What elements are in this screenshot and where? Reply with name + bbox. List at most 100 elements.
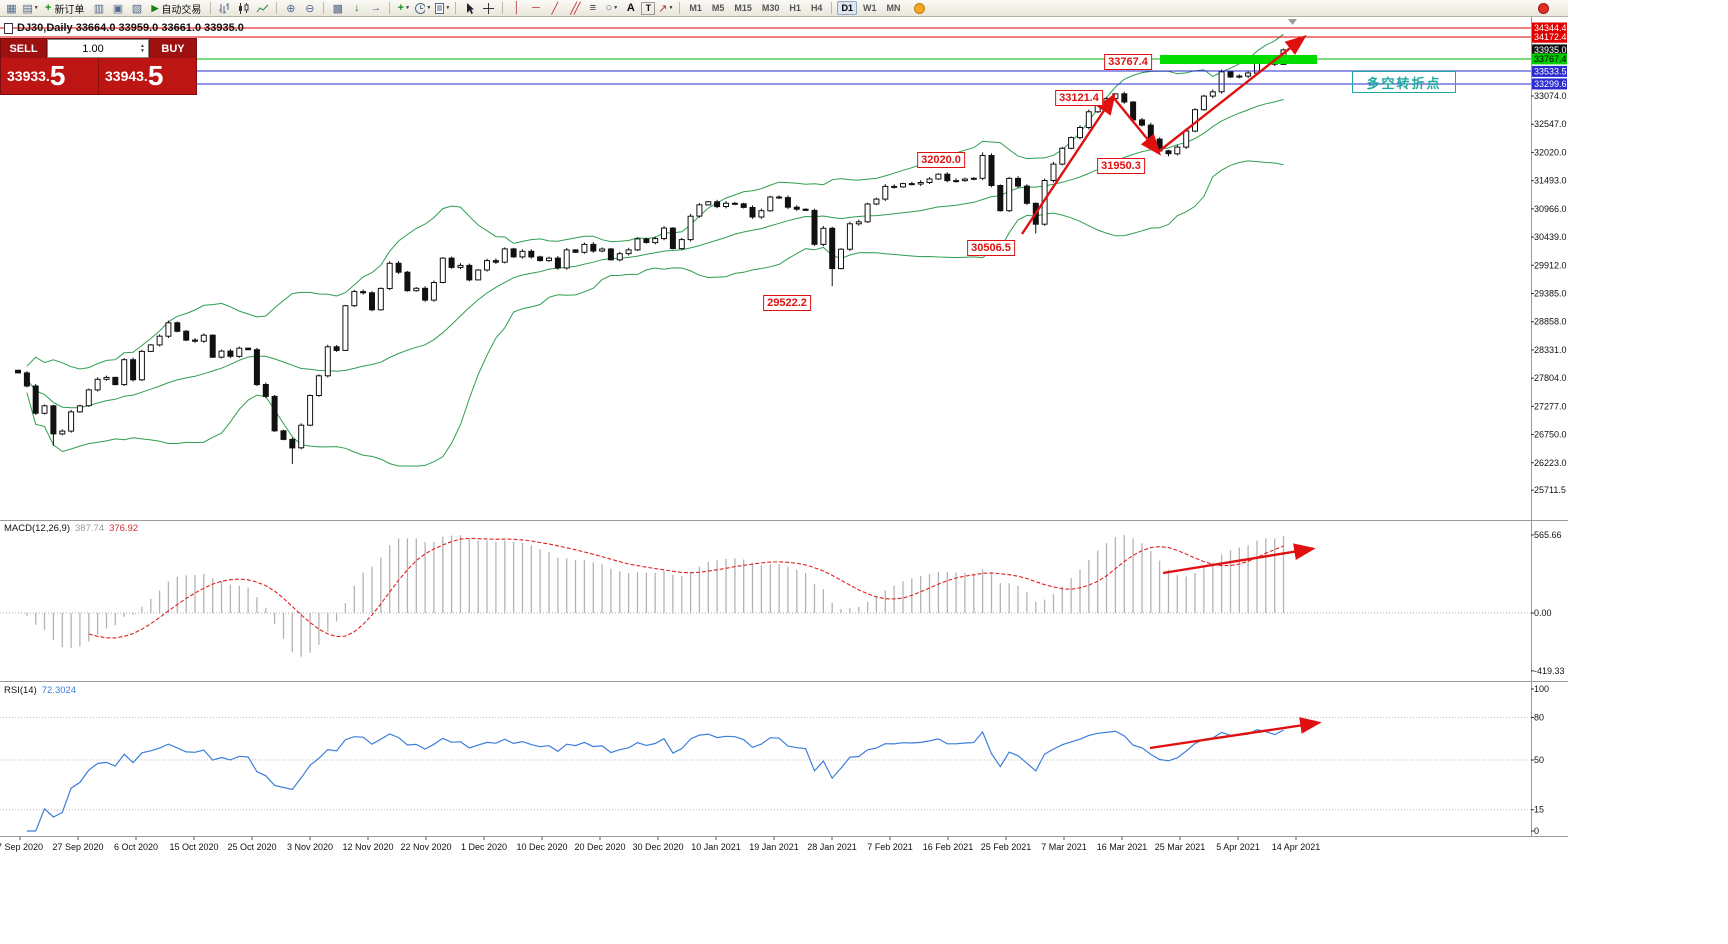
trendline-icon[interactable]: ╱ bbox=[551, 2, 559, 15]
svg-text:565.66: 565.66 bbox=[1534, 530, 1562, 540]
timeframe-m30[interactable]: M30 bbox=[761, 3, 780, 13]
chart-shift-icon[interactable]: → bbox=[370, 2, 382, 14]
label-tool-icon[interactable]: T bbox=[641, 1, 656, 15]
svg-text:29912.0: 29912.0 bbox=[1534, 260, 1567, 270]
svg-text:15: 15 bbox=[1534, 805, 1544, 815]
indicators-icon[interactable]: + ▼ bbox=[397, 2, 411, 14]
periods-icon[interactable]: ▼ bbox=[414, 1, 431, 15]
svg-text:25 Feb 2021: 25 Feb 2021 bbox=[981, 842, 1032, 852]
buy-button[interactable]: 33943. 5 bbox=[99, 58, 196, 94]
horizontal-line-icon[interactable]: ─ bbox=[531, 2, 540, 14]
bar-chart-icon[interactable] bbox=[216, 1, 233, 15]
buy-price: 33943. bbox=[105, 68, 148, 84]
price-callout[interactable]: 33767.4 bbox=[1104, 54, 1152, 70]
autotrade-status-icon bbox=[914, 2, 926, 14]
timeframe-m5[interactable]: M5 bbox=[711, 3, 725, 13]
svg-text:10 Dec 2020: 10 Dec 2020 bbox=[516, 842, 567, 852]
tile-windows-icon[interactable]: ▩ bbox=[332, 2, 344, 15]
zoom-out-icon[interactable]: ⊖ bbox=[305, 2, 315, 15]
svg-text:1 Dec 2020: 1 Dec 2020 bbox=[461, 842, 507, 852]
turning-point-text: 多空转折点 bbox=[1366, 75, 1442, 91]
autotrade-button[interactable]: ▶ 自动交易 bbox=[147, 1, 205, 16]
volume-down-button[interactable]: ▼ bbox=[140, 47, 145, 54]
date-axis: 7 Sep 2020 27 Sep 2020 6 Oct 2020 15 Oct 20… bbox=[0, 837, 1320, 852]
highlight-bar bbox=[1160, 55, 1317, 64]
sell-price-big-digit: 5 bbox=[49, 60, 66, 91]
chart-canvas[interactable]: 33074.0 32547.0 32020.0 31493.0 30966.0 30439… bbox=[0, 0, 1568, 944]
arrows-tool-icon[interactable]: ↗ ▼ bbox=[658, 2, 674, 15]
svg-text:19 Jan 2021: 19 Jan 2021 bbox=[749, 842, 799, 852]
turning-point-note[interactable]: 多空转折点 bbox=[1352, 71, 1456, 93]
one-click-trading-panel: SELL ▲ ▼ BUY 33933. 5 33943. 5 bbox=[0, 38, 197, 95]
price-callout[interactable]: 32020.0 bbox=[917, 152, 965, 168]
svg-text:27 Sep 2020: 27 Sep 2020 bbox=[52, 842, 103, 852]
rsi-axis: 100 80 50 15 0 bbox=[1531, 684, 1549, 836]
new-chart-icon[interactable]: ▦ bbox=[6, 2, 17, 15]
fibonacci-icon[interactable]: ≡ bbox=[589, 2, 597, 14]
svg-text:5 Apr 2021: 5 Apr 2021 bbox=[1216, 842, 1260, 852]
profiles-icon[interactable]: ▤ ▼ bbox=[22, 2, 39, 15]
svg-text:34172.4: 34172.4 bbox=[1534, 32, 1567, 42]
autotrade-label: 自动交易 bbox=[161, 4, 202, 16]
line-chart-icon[interactable] bbox=[254, 1, 271, 15]
macd-main-value: 387.74 bbox=[75, 523, 105, 534]
buy-tab[interactable]: BUY bbox=[149, 39, 196, 58]
svg-text:7 Mar 2021: 7 Mar 2021 bbox=[1041, 842, 1087, 852]
svg-text:32547.0: 32547.0 bbox=[1534, 119, 1567, 129]
zoom-in-icon[interactable]: ⊕ bbox=[286, 2, 296, 15]
price-callout[interactable]: 33121.4 bbox=[1055, 90, 1103, 106]
svg-text:16 Mar 2021: 16 Mar 2021 bbox=[1097, 842, 1148, 852]
shapes-icon[interactable]: ○ ▼ bbox=[605, 2, 619, 14]
svg-text:12 Nov 2020: 12 Nov 2020 bbox=[342, 842, 393, 852]
svg-text:27277.0: 27277.0 bbox=[1534, 401, 1567, 411]
svg-text:28 Jan 2021: 28 Jan 2021 bbox=[807, 842, 857, 852]
svg-text:33074.0: 33074.0 bbox=[1534, 91, 1567, 101]
separator bbox=[831, 2, 833, 14]
sell-button[interactable]: 33933. 5 bbox=[1, 58, 99, 94]
separator bbox=[323, 2, 325, 14]
candle-chart-icon[interactable] bbox=[235, 1, 252, 15]
svg-text:7 Feb 2021: 7 Feb 2021 bbox=[867, 842, 913, 852]
volume-field: ▲ ▼ bbox=[47, 39, 149, 58]
crosshair-icon[interactable] bbox=[480, 1, 497, 15]
navigator-icon[interactable]: ▧ bbox=[131, 2, 143, 15]
volume-input[interactable] bbox=[48, 41, 148, 56]
new-order-button[interactable]: + 新订单 bbox=[41, 1, 88, 16]
cursor-icon[interactable] bbox=[461, 1, 478, 15]
svg-text:15 Oct 2020: 15 Oct 2020 bbox=[169, 842, 218, 852]
channel-icon[interactable]: ╱╱ bbox=[570, 2, 580, 15]
price-callout[interactable]: 29522.2 bbox=[763, 295, 811, 311]
price-callout[interactable]: 30506.5 bbox=[967, 240, 1015, 256]
svg-text:-419.33: -419.33 bbox=[1534, 666, 1565, 676]
timeframe-m15[interactable]: M15 bbox=[734, 3, 752, 13]
svg-text:25 Oct 2020: 25 Oct 2020 bbox=[227, 842, 276, 852]
text-tool-icon[interactable]: A bbox=[626, 2, 635, 14]
chart-shift-marker bbox=[1288, 19, 1297, 25]
symbol-ohlc-label: DJ30,Daily 33664.0 33959.0 33661.0 33935… bbox=[4, 22, 244, 34]
svg-text:28858.0: 28858.0 bbox=[1534, 317, 1567, 327]
timeframe-w1[interactable]: W1 bbox=[862, 3, 877, 13]
svg-text:32020.0: 32020.0 bbox=[1534, 147, 1567, 157]
svg-text:10 Jan 2021: 10 Jan 2021 bbox=[691, 842, 741, 852]
timeframe-h1[interactable]: H1 bbox=[789, 3, 801, 13]
price-callout[interactable]: 31950.3 bbox=[1097, 158, 1145, 174]
sell-tab[interactable]: SELL bbox=[1, 39, 47, 58]
timeframe-m1[interactable]: M1 bbox=[689, 3, 702, 13]
data-window-icon[interactable]: ▣ bbox=[112, 2, 124, 15]
timeframe-mn[interactable]: MN bbox=[886, 3, 901, 13]
templates-icon[interactable]: ▼ bbox=[433, 1, 450, 15]
svg-text:6 Oct 2020: 6 Oct 2020 bbox=[114, 842, 158, 852]
record-icon bbox=[1538, 2, 1549, 14]
market-watch-icon[interactable]: ▥ bbox=[93, 2, 105, 15]
svg-text:22 Nov 2020: 22 Nov 2020 bbox=[400, 842, 451, 852]
svg-text:25711.5: 25711.5 bbox=[1534, 485, 1566, 495]
timeframe-h4[interactable]: H4 bbox=[810, 3, 823, 13]
timeframe-d1[interactable]: D1 bbox=[837, 1, 857, 15]
separator bbox=[679, 2, 681, 14]
vertical-line-icon[interactable]: │ bbox=[513, 2, 521, 14]
auto-scroll-icon[interactable]: ↓ bbox=[354, 2, 360, 14]
volume-up-button[interactable]: ▲ bbox=[140, 42, 145, 49]
svg-text:26750.0: 26750.0 bbox=[1534, 430, 1567, 440]
separator bbox=[389, 2, 391, 14]
